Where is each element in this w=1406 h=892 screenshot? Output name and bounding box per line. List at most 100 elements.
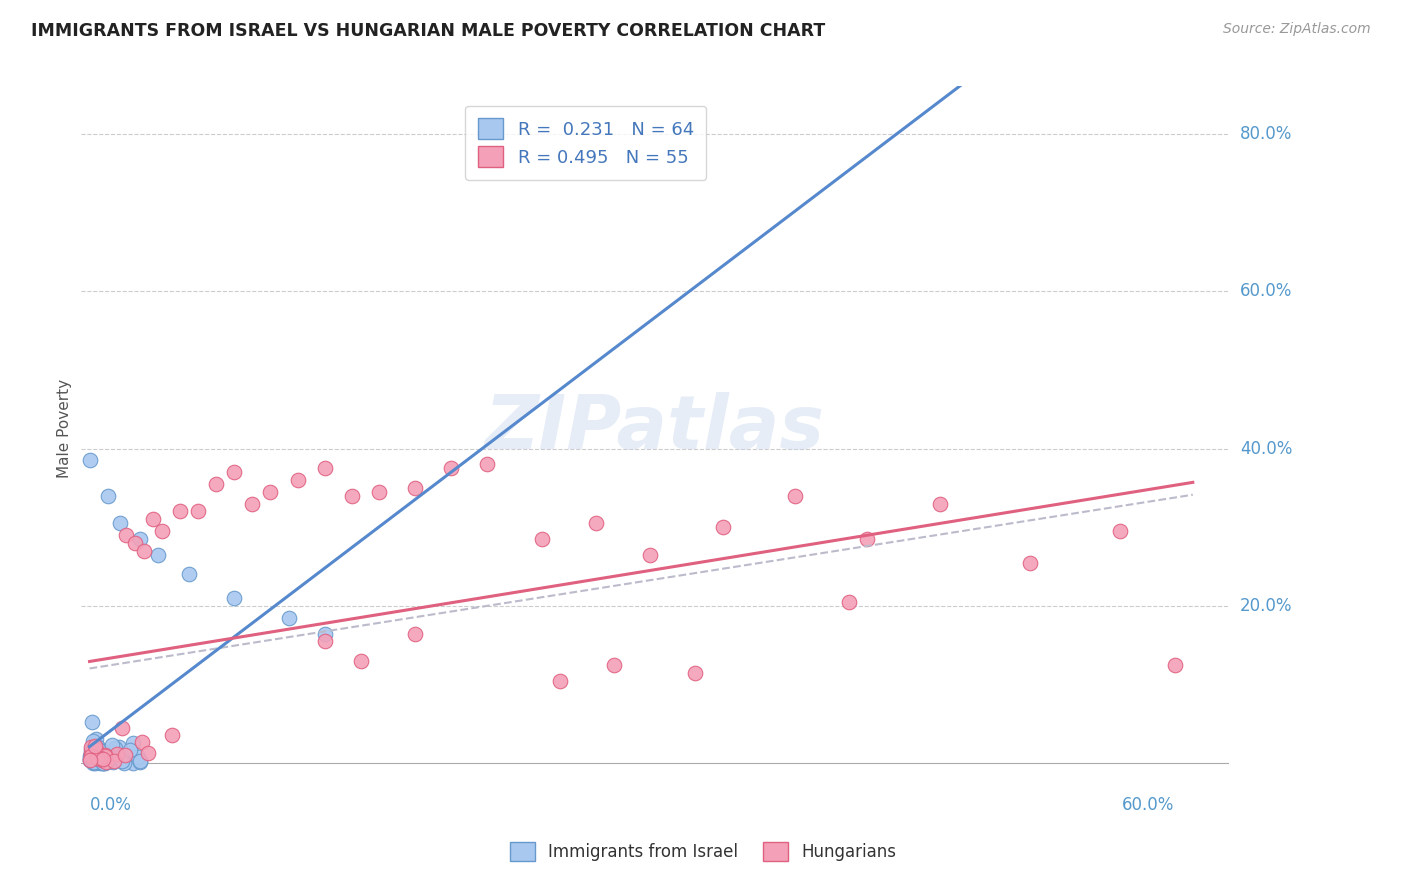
Point bbox=[80, 746, 103, 760]
Point bbox=[82, 715, 104, 730]
Point bbox=[89, 753, 111, 767]
Point bbox=[129, 532, 152, 546]
Point bbox=[585, 516, 607, 531]
Point bbox=[83, 755, 105, 769]
Point bbox=[404, 481, 426, 495]
Point bbox=[129, 755, 152, 769]
Point bbox=[121, 736, 143, 750]
Point bbox=[82, 742, 104, 756]
Point bbox=[79, 453, 101, 467]
Point bbox=[530, 532, 553, 546]
Point bbox=[86, 732, 108, 747]
Point bbox=[101, 738, 124, 752]
Point bbox=[90, 749, 112, 764]
Point bbox=[80, 752, 103, 766]
Point bbox=[83, 739, 105, 753]
Point bbox=[205, 477, 228, 491]
Point bbox=[187, 504, 209, 518]
Point bbox=[114, 748, 136, 763]
Point bbox=[1109, 524, 1132, 538]
Point bbox=[548, 673, 571, 688]
Point bbox=[96, 753, 118, 767]
Point bbox=[80, 750, 103, 764]
Point bbox=[93, 749, 115, 764]
Point bbox=[340, 489, 363, 503]
Point bbox=[224, 465, 246, 479]
Point bbox=[97, 755, 120, 769]
Point bbox=[89, 756, 111, 771]
Point bbox=[79, 753, 101, 767]
Point bbox=[84, 752, 107, 766]
Point bbox=[107, 747, 129, 761]
Point bbox=[1019, 556, 1042, 570]
Text: Source: ZipAtlas.com: Source: ZipAtlas.com bbox=[1223, 22, 1371, 37]
Point bbox=[856, 532, 879, 546]
Point bbox=[87, 756, 110, 770]
Point bbox=[103, 754, 125, 768]
Point bbox=[162, 728, 184, 742]
Text: IMMIGRANTS FROM ISRAEL VS HUNGARIAN MALE POVERTY CORRELATION CHART: IMMIGRANTS FROM ISRAEL VS HUNGARIAN MALE… bbox=[31, 22, 825, 40]
Point bbox=[80, 748, 103, 763]
Point bbox=[259, 484, 281, 499]
Point bbox=[104, 741, 127, 756]
Text: ZIPatlas: ZIPatlas bbox=[485, 392, 825, 466]
Point bbox=[120, 743, 142, 757]
Point bbox=[148, 548, 170, 562]
Point bbox=[82, 747, 104, 762]
Text: 20.0%: 20.0% bbox=[1240, 597, 1292, 615]
Point bbox=[142, 512, 165, 526]
Point bbox=[685, 665, 707, 680]
Point bbox=[127, 750, 149, 764]
Y-axis label: Male Poverty: Male Poverty bbox=[58, 379, 72, 478]
Point bbox=[86, 751, 108, 765]
Point bbox=[129, 754, 152, 768]
Point bbox=[80, 742, 103, 756]
Point bbox=[928, 497, 950, 511]
Text: 60.0%: 60.0% bbox=[1122, 797, 1174, 814]
Point bbox=[110, 516, 132, 531]
Point bbox=[103, 756, 125, 770]
Point bbox=[79, 751, 101, 765]
Point bbox=[96, 748, 118, 763]
Point bbox=[177, 567, 200, 582]
Point bbox=[638, 548, 661, 562]
Point bbox=[314, 634, 336, 648]
Text: 0.0%: 0.0% bbox=[90, 797, 131, 814]
Point bbox=[440, 461, 463, 475]
Point bbox=[277, 611, 299, 625]
Point bbox=[79, 747, 101, 761]
Point bbox=[711, 520, 734, 534]
Point bbox=[114, 528, 136, 542]
Point bbox=[404, 626, 426, 640]
Point bbox=[87, 742, 110, 756]
Point bbox=[83, 745, 105, 759]
Point bbox=[132, 544, 155, 558]
Point bbox=[79, 754, 101, 768]
Point bbox=[124, 536, 146, 550]
Point bbox=[240, 497, 263, 511]
Point bbox=[314, 626, 336, 640]
Point bbox=[91, 756, 114, 770]
Point bbox=[83, 745, 105, 759]
Point bbox=[82, 744, 104, 758]
Point bbox=[83, 756, 105, 770]
Point bbox=[350, 654, 373, 668]
Point bbox=[122, 756, 145, 770]
Point bbox=[89, 753, 111, 767]
Text: 80.0%: 80.0% bbox=[1240, 125, 1292, 143]
Legend: R =  0.231   N = 64, R = 0.495   N = 55: R = 0.231 N = 64, R = 0.495 N = 55 bbox=[465, 105, 706, 180]
Point bbox=[91, 753, 114, 767]
Point bbox=[80, 739, 103, 754]
Point bbox=[83, 756, 105, 770]
Point bbox=[477, 457, 499, 471]
Point bbox=[89, 751, 111, 765]
Point bbox=[82, 734, 104, 748]
Point bbox=[1163, 658, 1185, 673]
Point bbox=[87, 740, 110, 755]
Point bbox=[111, 721, 134, 735]
Point bbox=[91, 753, 114, 767]
Point bbox=[136, 747, 159, 761]
Point bbox=[91, 756, 114, 770]
Point bbox=[111, 754, 134, 768]
Point bbox=[86, 743, 108, 757]
